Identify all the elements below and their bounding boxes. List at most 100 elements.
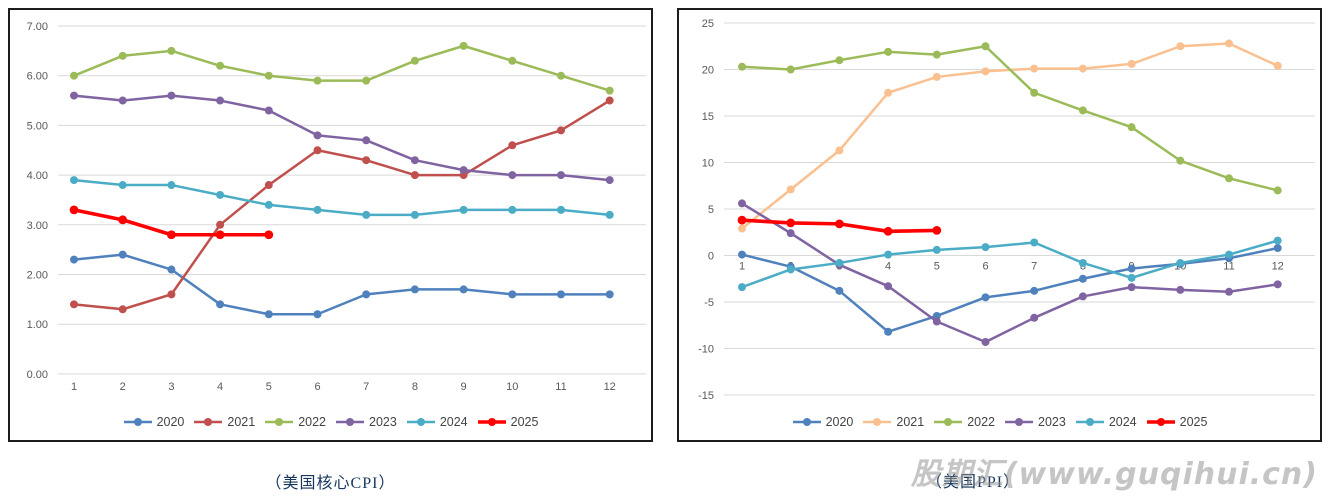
data-point xyxy=(557,71,565,80)
core-cpi-legend: 2020 2021 2022 2023 2024 2025 xyxy=(10,408,651,436)
y-tick-label: 5.00 xyxy=(27,120,48,132)
series-2023 xyxy=(738,199,1282,346)
data-point xyxy=(216,300,225,309)
series-line-2024 xyxy=(72,178,611,217)
series-2021 xyxy=(70,96,614,314)
caption-core-cpi: （美国核心CPI） xyxy=(265,475,396,492)
data-point xyxy=(786,65,795,74)
y-tick-label: -15 xyxy=(698,390,714,402)
data-point xyxy=(118,215,128,225)
data-point xyxy=(1225,174,1233,183)
data-point xyxy=(605,290,614,299)
x-tick-label: 12 xyxy=(1272,261,1284,273)
data-point xyxy=(264,106,273,115)
data-point xyxy=(508,141,517,150)
x-tick-label: 8 xyxy=(412,381,418,393)
x-tick-label: 3 xyxy=(168,381,174,393)
data-point xyxy=(313,146,322,155)
data-point xyxy=(557,205,565,214)
x-tick-label: 2 xyxy=(120,381,126,393)
data-point xyxy=(216,190,225,199)
data-point xyxy=(557,171,565,180)
data-point xyxy=(932,245,941,254)
legend-label: 2023 xyxy=(369,415,397,429)
data-point xyxy=(1078,258,1087,267)
legend-marker-icon xyxy=(863,418,892,426)
y-tick-label: 0 xyxy=(708,251,714,263)
data-point xyxy=(738,250,746,259)
data-point xyxy=(835,146,844,155)
data-point xyxy=(835,258,844,267)
series-line-2024 xyxy=(740,239,1279,289)
x-tick-label: 11 xyxy=(555,381,566,393)
data-point xyxy=(835,219,844,229)
data-point xyxy=(264,310,273,319)
y-tick-label: 10 xyxy=(702,158,714,170)
data-point xyxy=(557,126,565,135)
x-tick-label: 6 xyxy=(314,381,320,393)
data-point xyxy=(1225,250,1233,259)
data-point xyxy=(410,156,419,165)
legend-marker-icon xyxy=(1075,418,1104,426)
series-2022 xyxy=(738,42,1282,195)
data-point xyxy=(932,72,941,81)
data-point xyxy=(362,76,371,85)
data-point xyxy=(786,265,795,274)
data-point xyxy=(738,62,746,71)
data-point xyxy=(362,156,371,165)
data-point xyxy=(508,205,517,214)
data-point xyxy=(786,229,795,238)
series-line-2022 xyxy=(72,44,611,92)
legend-item-2022: 2022 xyxy=(933,415,995,429)
data-point xyxy=(932,50,941,59)
data-point xyxy=(216,61,225,70)
data-point xyxy=(932,317,941,326)
legend-marker-icon xyxy=(265,418,294,426)
legend-label: 2020 xyxy=(156,415,185,429)
data-point xyxy=(264,230,274,240)
y-tick-label: -5 xyxy=(704,297,714,309)
y-tick-label: 4.00 xyxy=(27,170,48,182)
data-point xyxy=(70,71,78,80)
data-point xyxy=(70,255,78,264)
data-point xyxy=(981,67,990,76)
data-point xyxy=(738,283,746,292)
data-point xyxy=(932,311,941,320)
x-tick-label: 10 xyxy=(506,381,518,393)
data-point xyxy=(1225,39,1233,48)
legend-label: 2022 xyxy=(298,415,326,429)
data-point xyxy=(884,327,893,336)
data-point xyxy=(410,210,419,219)
series-2024 xyxy=(738,236,1282,292)
x-tick-label: 7 xyxy=(1031,261,1037,273)
data-point xyxy=(981,42,990,51)
data-point xyxy=(313,310,322,319)
legend-marker-icon xyxy=(792,418,821,426)
data-point xyxy=(264,71,273,80)
data-point xyxy=(557,290,565,299)
data-point xyxy=(884,88,893,97)
legend-marker-icon xyxy=(336,418,364,426)
x-tick-label: 4 xyxy=(885,261,891,273)
legend-marker-icon xyxy=(406,418,435,426)
legend-label: 2023 xyxy=(1038,415,1066,429)
data-point xyxy=(362,136,371,145)
legend-label: 2024 xyxy=(1108,415,1137,429)
data-point xyxy=(313,76,322,85)
data-point xyxy=(508,171,517,180)
data-point xyxy=(884,250,893,259)
series-2022 xyxy=(70,41,614,95)
data-point xyxy=(362,210,371,219)
data-point xyxy=(1078,64,1087,73)
legend-label: 2021 xyxy=(227,415,256,429)
data-point xyxy=(167,290,176,299)
data-point xyxy=(835,56,844,65)
data-point xyxy=(1273,244,1282,253)
data-point xyxy=(1127,283,1136,292)
legend-marker-icon xyxy=(1146,418,1175,426)
data-point xyxy=(1030,313,1039,322)
data-point xyxy=(738,199,746,208)
data-point xyxy=(410,56,419,65)
data-point xyxy=(264,200,273,209)
